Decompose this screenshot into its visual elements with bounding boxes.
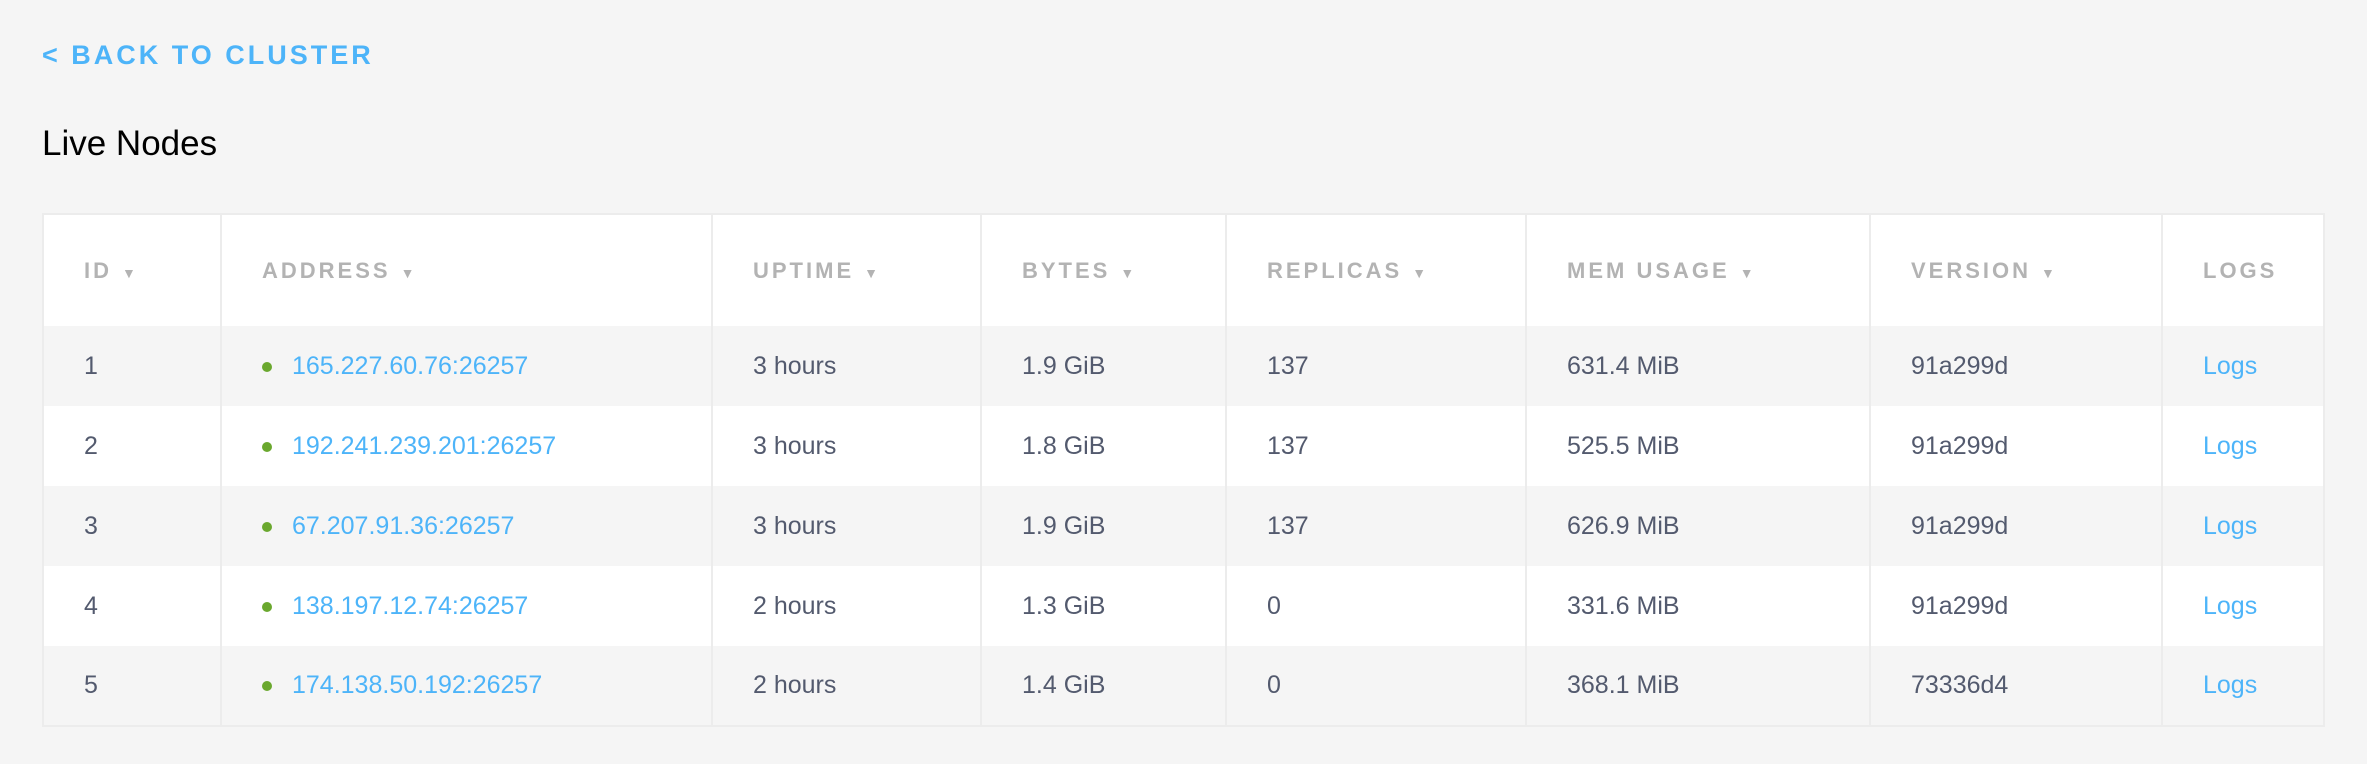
column-header-label: UPTIME [753, 257, 855, 283]
cell-address: 138.197.12.74:26257 [221, 566, 713, 646]
node-address-link[interactable]: 67.207.91.36:26257 [292, 511, 515, 540]
cell-replicas: 0 [1226, 566, 1527, 646]
sort-arrow-icon[interactable]: ▼ [1120, 264, 1135, 281]
cell-uptime: 3 hours [712, 326, 982, 406]
cell-version: 91a299d [1870, 566, 2163, 646]
column-header-label: MEM USAGE [1567, 257, 1730, 283]
back-to-cluster-link[interactable]: < BACK TO CLUSTER [42, 40, 374, 70]
cell-replicas: 137 [1226, 406, 1527, 486]
column-header-label: VERSION [1911, 257, 2032, 283]
cell-version: 91a299d [1870, 486, 2163, 566]
cell-id: 3 [43, 486, 222, 566]
table-row: 3 67.207.91.36:26257 3 hours 1.9 GiB 137 626.… [43, 486, 2324, 566]
cell-logs: Logs [2162, 646, 2324, 726]
sort-arrow-icon[interactable]: ▼ [1412, 264, 1427, 281]
node-address-link[interactable]: 165.227.60.76:26257 [292, 351, 529, 380]
sort-arrow-icon[interactable]: ▼ [1739, 264, 1754, 281]
cell-version: 73336d4 [1870, 646, 2163, 726]
table-row: 5 174.138.50.192:26257 2 hours 1.4 GiB 0 368.… [43, 646, 2324, 726]
cell-bytes: 1.4 GiB [981, 646, 1227, 726]
node-live-status-icon [262, 441, 272, 452]
column-header-address[interactable]: ADDRESS ▼ [221, 214, 713, 326]
page-title: Live Nodes [42, 124, 218, 163]
node-live-status-icon [262, 601, 272, 612]
node-live-status-icon [262, 361, 272, 372]
cell-bytes: 1.3 GiB [981, 566, 1227, 646]
cell-mem-usage: 368.1 MiB [1526, 646, 1871, 726]
column-header-label: BYTES [1022, 257, 1111, 283]
logs-link[interactable]: Logs [2203, 431, 2258, 460]
cell-address: 174.138.50.192:26257 [221, 646, 713, 726]
column-header-bytes[interactable]: BYTES ▼ [981, 214, 1227, 326]
cell-id: 2 [43, 406, 222, 486]
sort-arrow-icon[interactable]: ▼ [400, 264, 415, 281]
cell-mem-usage: 525.5 MiB [1526, 406, 1871, 486]
column-header-mem-usage[interactable]: MEM USAGE ▼ [1526, 214, 1871, 326]
cell-logs: Logs [2162, 486, 2324, 566]
sort-arrow-icon[interactable]: ▼ [864, 264, 878, 281]
cell-address: 165.227.60.76:26257 [221, 326, 713, 406]
cell-uptime: 2 hours [712, 646, 982, 726]
cell-replicas: 137 [1226, 486, 1527, 566]
node-address-link[interactable]: 138.197.12.74:26257 [292, 591, 529, 620]
column-header-label: LOGS [2203, 257, 2278, 283]
logs-link[interactable]: Logs [2203, 671, 2258, 699]
cell-address: 192.241.239.201:26257 [221, 406, 713, 486]
cell-mem-usage: 626.9 MiB [1526, 486, 1871, 566]
cell-uptime: 2 hours [712, 566, 982, 646]
cell-bytes: 1.9 GiB [981, 486, 1227, 566]
column-header-replicas[interactable]: REPLICAS ▼ [1226, 214, 1527, 326]
cell-replicas: 0 [1226, 646, 1527, 726]
logs-link[interactable]: Logs [2203, 591, 2258, 620]
cell-mem-usage: 631.4 MiB [1526, 326, 1871, 406]
cell-address: 67.207.91.36:26257 [221, 486, 713, 566]
column-header-label: ID [84, 257, 112, 283]
cell-version: 91a299d [1870, 406, 2163, 486]
table-header-row: ID ▼ ADDRESS ▼ UPTIME ▼ BYTES ▼ REPLICAS ▼ MEM USA… [43, 214, 2324, 326]
node-address-link[interactable]: 174.138.50.192:26257 [292, 671, 543, 699]
column-header-uptime[interactable]: UPTIME ▼ [712, 214, 982, 326]
cell-id: 5 [43, 646, 222, 726]
node-live-status-icon [262, 681, 272, 692]
live-nodes-table: ID ▼ ADDRESS ▼ UPTIME ▼ BYTES ▼ REPLICAS ▼ MEM USA… [42, 213, 2325, 727]
logs-link[interactable]: Logs [2203, 511, 2258, 540]
cell-id: 4 [43, 566, 222, 646]
cell-logs: Logs [2162, 326, 2324, 406]
node-live-status-icon [262, 521, 272, 532]
cell-logs: Logs [2162, 566, 2324, 646]
cell-id: 1 [43, 326, 222, 406]
table-row: 1 165.227.60.76:26257 3 hours 1.9 GiB 137 631… [43, 326, 2324, 406]
table-row: 2 192.241.239.201:26257 3 hours 1.8 GiB 137 5… [43, 406, 2324, 486]
column-header-version[interactable]: VERSION ▼ [1870, 214, 2163, 326]
logs-link[interactable]: Logs [2203, 351, 2258, 380]
column-header-logs: LOGS [2162, 214, 2324, 326]
cell-bytes: 1.9 GiB [981, 326, 1227, 406]
column-header-label: ADDRESS [262, 257, 391, 283]
sort-arrow-icon[interactable]: ▼ [2041, 264, 2055, 281]
cell-replicas: 137 [1226, 326, 1527, 406]
column-header-label: REPLICAS [1267, 257, 1403, 283]
cell-logs: Logs [2162, 406, 2324, 486]
cell-mem-usage: 331.6 MiB [1526, 566, 1871, 646]
node-address-link[interactable]: 192.241.239.201:26257 [292, 431, 557, 460]
cell-uptime: 3 hours [712, 486, 982, 566]
cell-bytes: 1.8 GiB [981, 406, 1227, 486]
cell-version: 91a299d [1870, 326, 2163, 406]
table-row: 4 138.197.12.74:26257 2 hours 1.3 GiB 0 331.6… [43, 566, 2324, 646]
sort-arrow-icon[interactable]: ▼ [122, 264, 136, 281]
column-header-id[interactable]: ID ▼ [43, 214, 222, 326]
cell-uptime: 3 hours [712, 406, 982, 486]
